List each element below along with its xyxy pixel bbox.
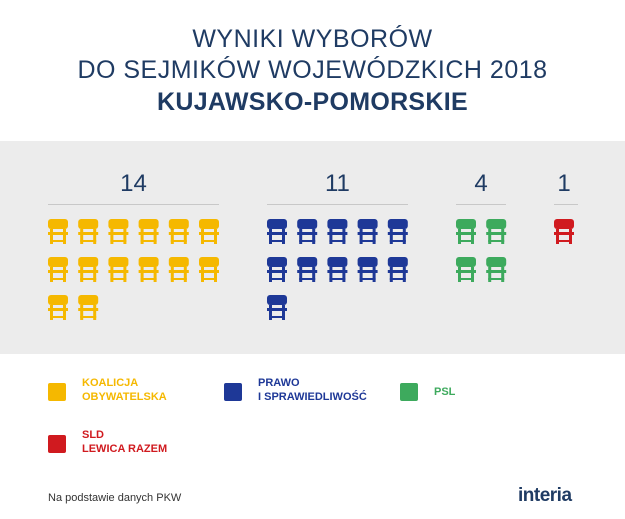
title-line-1: WYNIKI WYBORÓW (192, 25, 433, 53)
seat-pis-11 (267, 295, 287, 320)
legend-item-ko: KOALICJA OBYWATELSKA (48, 376, 167, 404)
seat-ko-9 (108, 257, 129, 282)
interia-logo: interia (518, 485, 572, 506)
seat-psl-1 (456, 219, 476, 244)
seat-pis-7 (297, 257, 318, 282)
legend-label-sld-line1: SLD (82, 429, 104, 441)
title-line-2: DO SEJMIKÓW WOJEWÓDZKICH 2018 (77, 56, 548, 84)
seat-ko-10 (138, 257, 159, 282)
legend-item-pis: PRAWO I SPRAWIEDLIWOŚĆ (224, 376, 367, 404)
legend-label-psl: PSL (434, 385, 455, 399)
seat-ko-11 (168, 257, 189, 282)
seat-ko-4 (138, 219, 159, 244)
seat-pis-1 (267, 219, 287, 244)
legend-swatch-psl (400, 383, 418, 401)
legend-label-ko: KOALICJA OBYWATELSKA (82, 376, 167, 404)
seat-ko-12 (199, 257, 219, 282)
seat-ko-2 (78, 219, 99, 244)
seat-ko-6 (199, 219, 219, 244)
legend: KOALICJA OBYWATELSKA PRAWO I SPRAWIEDLIW… (0, 376, 625, 466)
seat-chart-band: 14 11 4 1 (0, 141, 625, 354)
group-divider-psl (456, 204, 506, 205)
legend-label-pis-line2: I SPRAWIEDLIWOŚĆ (258, 391, 367, 403)
group-divider-pis (267, 204, 408, 205)
legend-swatch-ko (48, 383, 66, 401)
legend-label-pis: PRAWO I SPRAWIEDLIWOŚĆ (258, 376, 367, 404)
group-divider-sld (554, 204, 578, 205)
seat-pis-6 (267, 257, 287, 282)
seat-pis-4 (357, 219, 378, 244)
source-note: Na podstawie danych PKW (48, 492, 182, 504)
seat-ko-14 (78, 295, 99, 320)
seat-pis-2 (297, 219, 318, 244)
seat-count-sld: 1 (557, 170, 570, 197)
seat-ko-5 (168, 219, 189, 244)
title-block: WYNIKI WYBORÓW DO SEJMIKÓW WOJEWÓDZKICH … (0, 24, 625, 118)
legend-swatch-sld (48, 435, 66, 453)
seat-pis-5 (387, 219, 408, 244)
group-divider-ko (48, 204, 219, 205)
legend-swatch-pis (224, 383, 242, 401)
region-title: KUJAWSKO-POMORSKIE (157, 88, 468, 116)
seat-count-pis: 11 (325, 170, 350, 197)
legend-label-ko-line1: KOALICJA (82, 377, 139, 389)
seat-pis-8 (327, 257, 348, 282)
seat-psl-4 (486, 257, 507, 282)
seat-count-ko: 14 (120, 170, 147, 197)
seat-ko-8 (78, 257, 99, 282)
seat-ko-7 (48, 257, 68, 282)
legend-label-psl-line1: PSL (434, 386, 456, 398)
seat-psl-3 (456, 257, 476, 282)
seat-pis-10 (387, 257, 408, 282)
legend-label-sld: SLD LEWICA RAZEM (82, 428, 167, 456)
seat-count-psl: 4 (474, 170, 487, 197)
legend-item-sld: SLD LEWICA RAZEM (48, 428, 167, 456)
legend-label-pis-line1: PRAWO (258, 377, 300, 389)
legend-label-ko-line2: OBYWATELSKA (82, 391, 167, 403)
seat-sld-1 (554, 219, 574, 244)
legend-label-sld-line2: LEWICA RAZEM (82, 443, 168, 455)
seat-pis-3 (327, 219, 348, 244)
legend-item-psl: PSL (400, 383, 455, 401)
seat-ko-13 (48, 295, 68, 320)
seat-pis-9 (357, 257, 378, 282)
seat-ko-3 (108, 219, 129, 244)
seat-chart: 14 11 4 1 (48, 170, 578, 320)
seat-psl-2 (486, 219, 507, 244)
seat-ko-1 (48, 219, 68, 244)
